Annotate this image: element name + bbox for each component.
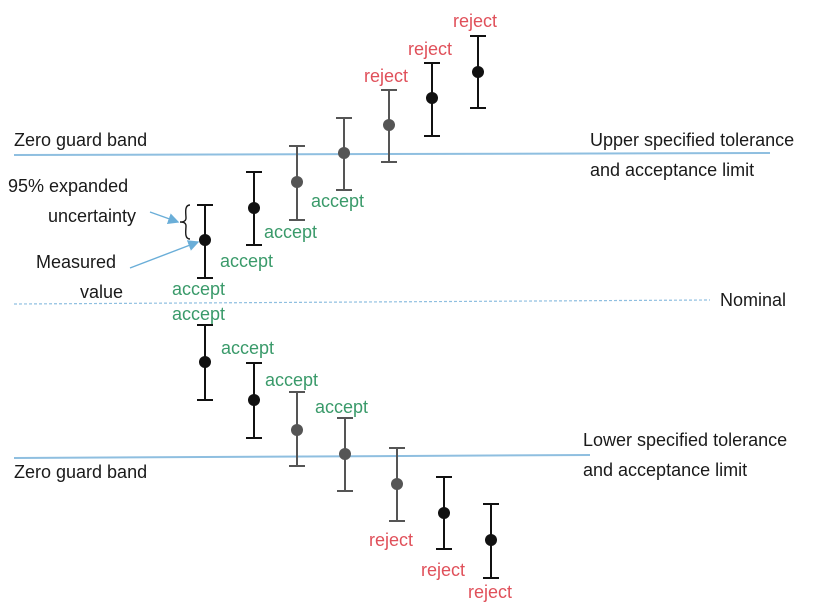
measured-value-point xyxy=(291,424,303,436)
measured-value-point xyxy=(248,394,260,406)
measured-value-point xyxy=(199,234,211,246)
upper-measurement-6: reject xyxy=(408,39,452,137)
lower-measurement-5: reject xyxy=(369,447,413,550)
measured-value-point xyxy=(383,119,395,131)
upper-limit-label-line2: and acceptance limit xyxy=(590,160,754,180)
upper-measurement-4: accept xyxy=(311,117,364,211)
reject-label: reject xyxy=(468,582,512,602)
upper-guard-band-label: Zero guard band xyxy=(14,130,147,150)
lower-measurement-3: accept xyxy=(265,370,318,467)
accept-label: accept xyxy=(172,279,225,299)
lower-limit-label-line2: and acceptance limit xyxy=(583,460,747,480)
upper-measurement-1: accept xyxy=(172,204,225,299)
upper-measurement-2: accept xyxy=(220,171,273,271)
reject-label: reject xyxy=(453,11,497,31)
measured-value-point xyxy=(426,92,438,104)
accept-label: accept xyxy=(220,251,273,271)
reject-label: reject xyxy=(421,560,465,580)
reject-label: reject xyxy=(364,66,408,86)
uncertainty-brace xyxy=(179,204,191,240)
uncertainty-arrow xyxy=(149,211,180,224)
accept-label: accept xyxy=(172,304,225,324)
nominal-label: Nominal xyxy=(720,290,786,310)
upper-acceptance-limit-line xyxy=(13,152,771,156)
upper-measurement-7: reject xyxy=(453,11,497,109)
measured-value-point xyxy=(472,66,484,78)
upper-measurement-5: reject xyxy=(364,66,408,163)
upper-measurement-3: accept xyxy=(264,145,317,242)
lower-measurement-2: accept xyxy=(221,338,274,439)
lower-acceptance-limit-line xyxy=(13,454,591,459)
nominal-line xyxy=(13,299,711,305)
lower-limit-label-line1: Lower specified tolerance xyxy=(583,430,787,450)
lower-guard-band-label: Zero guard band xyxy=(14,462,147,482)
measured-value-label-line2: value xyxy=(80,282,123,302)
lower-measurement-7: reject xyxy=(468,503,512,602)
expanded-uncertainty-label-line2: uncertainty xyxy=(48,206,136,226)
measured-value-point xyxy=(339,448,351,460)
measured-value-point xyxy=(291,176,303,188)
upper-limit-label-line1: Upper specified tolerance xyxy=(590,130,794,150)
measurement-markers: acceptacceptacceptacceptrejectrejectreje… xyxy=(172,11,512,602)
accept-label: accept xyxy=(311,191,364,211)
reject-label: reject xyxy=(408,39,452,59)
measured-value-point xyxy=(391,478,403,490)
accept-label: accept xyxy=(221,338,274,358)
lower-measurement-1: accept xyxy=(172,304,225,401)
lower-measurement-6: reject xyxy=(421,476,465,580)
measured-value-point xyxy=(438,507,450,519)
measured-value-arrow xyxy=(129,240,200,269)
expanded-uncertainty-label-line1: 95% expanded xyxy=(8,176,128,196)
measured-value-point xyxy=(338,147,350,159)
lower-measurement-4: accept xyxy=(315,397,368,492)
measured-value-point xyxy=(248,202,260,214)
reject-label: reject xyxy=(369,530,413,550)
measured-value-label-line1: Measured xyxy=(36,252,116,272)
accept-label: accept xyxy=(315,397,368,417)
measured-value-point xyxy=(485,534,497,546)
measured-value-point xyxy=(199,356,211,368)
accept-label: accept xyxy=(264,222,317,242)
accept-label: accept xyxy=(265,370,318,390)
